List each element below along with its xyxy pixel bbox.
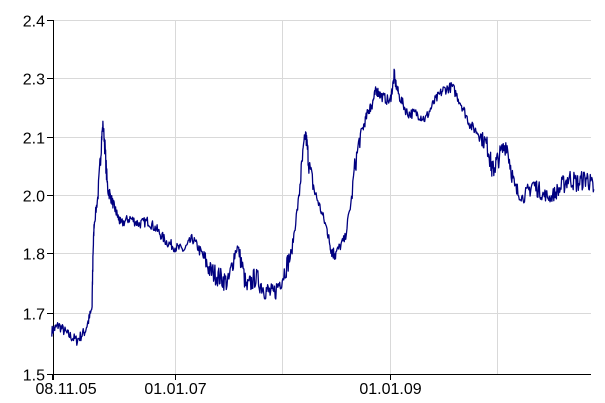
series-line [51,68,595,346]
x-tick-label: 01.01.09 [359,381,421,398]
y-tick-label: 2.0 [23,189,45,206]
y-tick-label: 2.3 [23,72,45,89]
x-tick-label: 01.01.07 [144,381,206,398]
y-tick-label: 1.5 [23,368,45,385]
x-tick-label: 08.11.05 [36,381,97,398]
y-tick-label: 2.1 [23,131,45,148]
y-tick-label: 2.4 [23,14,45,31]
plot-area [53,20,591,374]
y-tick-label: 1.8 [23,247,45,264]
y-tick-label: 1.7 [23,307,45,324]
